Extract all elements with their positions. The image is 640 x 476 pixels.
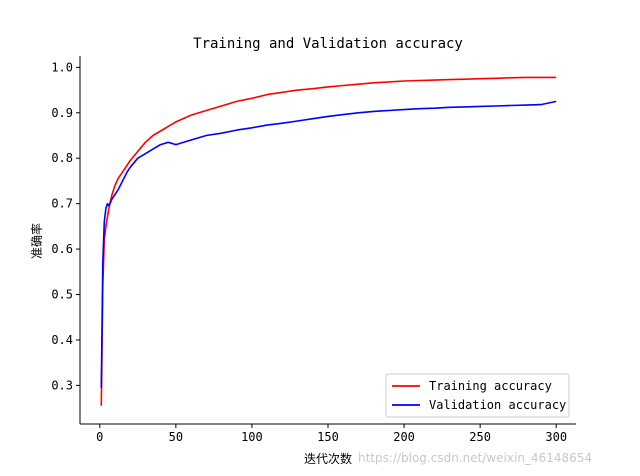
x-tick-label: 300 [545, 430, 567, 444]
legend: Training accuracy Validation accuracy [385, 373, 570, 418]
series-layer [100, 76, 557, 406]
x-ticks: 0 50 100 150 200 250 300 [96, 424, 567, 444]
x-tick-label: 0 [96, 430, 103, 444]
x-tick-label: 200 [393, 430, 415, 444]
x-tick-label: 150 [317, 430, 339, 444]
y-tick-label: 0.5 [51, 288, 73, 302]
watermark-text: https://blog.csdn.net/weixin_46148654 [358, 451, 592, 465]
y-tick-label: 0.9 [51, 106, 73, 120]
training-accuracy-line [100, 76, 557, 406]
y-tick-label: 0.8 [51, 151, 73, 165]
x-tick-label: 50 [169, 430, 183, 444]
y-tick-label: 0.4 [51, 333, 73, 347]
validation-accuracy-line [100, 100, 557, 388]
y-ticks: 0.3 0.4 0.5 0.6 0.7 0.8 0.9 1.0 [51, 60, 80, 392]
x-tick-label: 250 [469, 430, 491, 444]
y-tick-label: 0.6 [51, 242, 73, 256]
legend-box [385, 373, 570, 418]
x-tick-label: 100 [241, 430, 263, 444]
legend-label-training: Training accuracy [429, 379, 552, 393]
y-tick-label: 1.0 [51, 60, 73, 74]
chart-title: Training and Validation accuracy [193, 36, 463, 52]
y-tick-label: 0.3 [51, 378, 73, 392]
y-axis-label: 准确率 [29, 223, 44, 259]
x-axis-label: 迭代次数 [304, 451, 352, 466]
legend-label-validation: Validation accuracy [429, 398, 566, 412]
y-tick-label: 0.7 [51, 197, 73, 211]
